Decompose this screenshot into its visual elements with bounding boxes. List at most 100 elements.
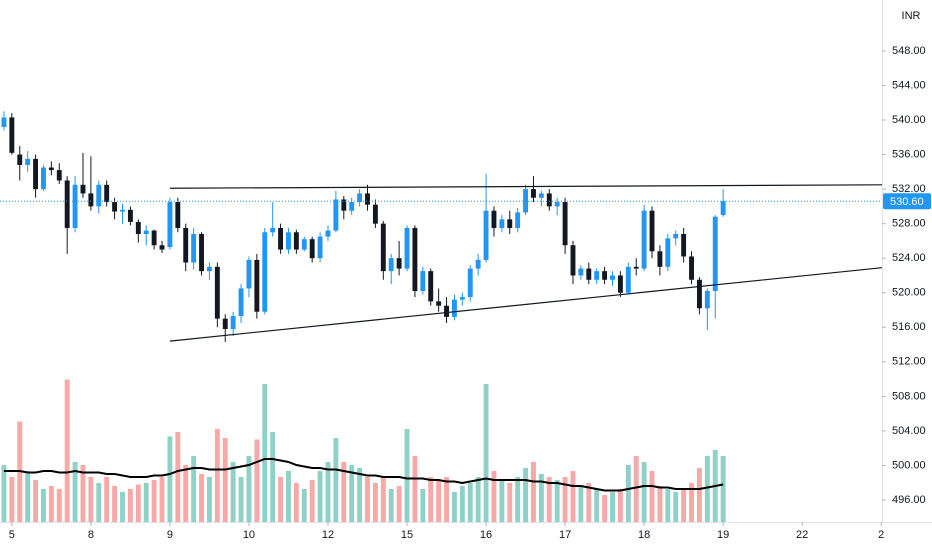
x-tick-label: 2 (878, 529, 884, 541)
y-tick-label: 536.00 (892, 148, 926, 160)
volume-bar (151, 480, 157, 522)
candle-body (578, 268, 584, 276)
candle-body (56, 170, 62, 181)
candle-body (570, 245, 576, 276)
candle-body (720, 201, 726, 216)
volume-bar (301, 489, 307, 522)
candle-body (104, 184, 110, 203)
x-tick-label: 18 (638, 529, 650, 541)
candle-body (633, 266, 639, 269)
candle-body (365, 193, 370, 205)
y-tick-label: 548.00 (892, 45, 926, 57)
candle-body (301, 239, 307, 250)
volume-bar (649, 471, 655, 522)
volume-bar (507, 483, 513, 522)
candle-body (127, 209, 133, 222)
volume-bar (704, 456, 710, 522)
candle-body (112, 202, 118, 212)
volume-bar (428, 477, 434, 522)
trend-line (169, 184, 883, 189)
y-tick-label: 524.00 (892, 252, 926, 264)
y-tick-label: 504.00 (892, 425, 926, 437)
candle-body (436, 301, 442, 306)
last-price-box (883, 193, 931, 210)
volume-bar (206, 477, 212, 522)
volume-bar (641, 462, 647, 522)
candle-body (270, 227, 276, 233)
x-tick-label: 17 (559, 529, 571, 541)
y-tick-label: 496.00 (892, 494, 926, 506)
volume-bar (159, 477, 165, 522)
volume-bar (436, 480, 442, 522)
volume-bar (554, 480, 560, 522)
candle-body (704, 291, 710, 309)
volume-bar (167, 436, 173, 522)
y-tick-label: 500.00 (892, 459, 926, 471)
candle-body (199, 234, 204, 272)
volume-bar (538, 474, 544, 522)
candle-body (41, 167, 46, 190)
volume-bar (135, 484, 141, 522)
candle-body (610, 275, 615, 280)
candle-body (238, 288, 244, 317)
candle-body (412, 227, 418, 292)
volume-bar (696, 468, 702, 522)
volume-bar (380, 477, 386, 522)
volume-bar (491, 471, 497, 522)
candle-body (230, 316, 236, 330)
volume-bar (254, 439, 260, 522)
volume-bar (270, 432, 276, 522)
volume-bar (191, 456, 197, 522)
candle-body (317, 236, 323, 259)
volume-bar (657, 486, 663, 522)
candle-body (451, 299, 457, 317)
volume-bar (594, 489, 600, 522)
candle-body (444, 305, 449, 317)
x-tick-label: 19 (717, 529, 729, 541)
y-tick-label: 532.00 (892, 183, 926, 195)
candle-body (388, 258, 394, 272)
volume-bar (451, 492, 457, 522)
candle-body (120, 209, 125, 212)
candle-body (357, 193, 363, 203)
candle-body (48, 167, 54, 171)
candle-body (396, 258, 402, 269)
candle-body (159, 245, 165, 250)
last-price-label: 530.60 (890, 196, 924, 208)
candle-body (183, 227, 189, 263)
x-tick-label: 5 (9, 529, 15, 541)
candle-body (72, 184, 78, 228)
volume-bar (570, 471, 576, 522)
candle-body (167, 202, 173, 247)
candle-body (64, 180, 70, 228)
candle-body (404, 227, 410, 269)
candle-body (531, 189, 536, 198)
candle-body (602, 271, 608, 280)
volume-bar (412, 456, 418, 522)
candle-body (254, 259, 260, 312)
volume-bar (388, 489, 394, 522)
volume-bar (199, 474, 204, 522)
candle-body (9, 117, 15, 153)
candle-body (641, 210, 647, 269)
volume-bar (96, 483, 102, 522)
candle-body (214, 266, 220, 319)
volume-bar (278, 477, 284, 522)
volume-bar (483, 384, 489, 522)
y-tick-label: 520.00 (892, 287, 926, 299)
candle-body (135, 221, 141, 235)
volume-bar (214, 429, 220, 522)
candle-body (33, 158, 39, 190)
y-tick-label: 508.00 (892, 390, 926, 402)
volume-bar (286, 471, 291, 522)
volume-bar (262, 384, 268, 522)
currency-label: INR (902, 10, 921, 22)
volume-bar (475, 477, 481, 522)
y-tick-label: 512.00 (892, 356, 926, 368)
candle-body (333, 199, 339, 231)
volume-bar (72, 462, 78, 522)
candle-body (151, 230, 157, 246)
volume-bar (586, 483, 592, 522)
candle-body (143, 230, 149, 235)
